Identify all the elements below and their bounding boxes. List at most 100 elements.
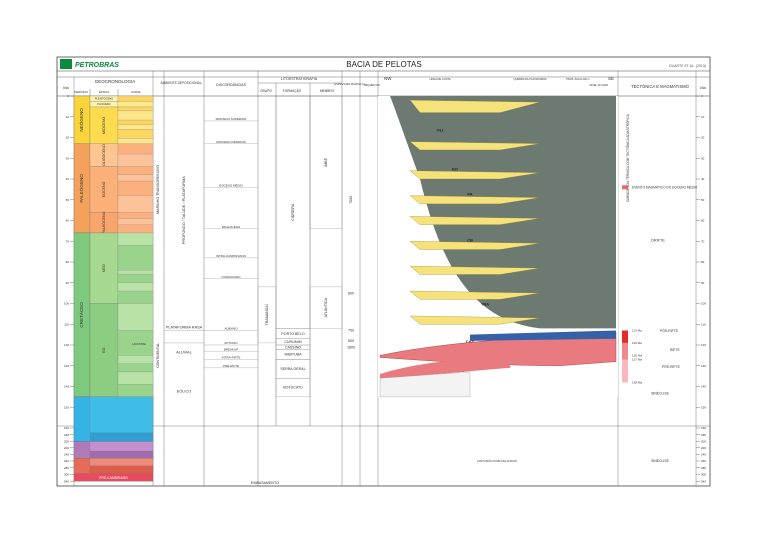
formacao-header: FORMAÇÃO: [283, 88, 302, 93]
section-label: CB: [467, 237, 473, 242]
ma-tick-label-left: 300: [64, 472, 69, 476]
ma-tick-label-right: 50: [701, 198, 705, 202]
ma-tick-label-right: 220: [701, 446, 706, 450]
periodo-header: PERÍODO: [74, 90, 89, 94]
age-band: [117, 124, 154, 130]
age-band: [117, 224, 154, 234]
post-rift-bar: [622, 330, 628, 343]
formation-box: [257, 286, 277, 344]
ma-tick-label-right: 150: [701, 405, 706, 409]
pre-cambrian-belt: CINTURÃO DOM FELICIANO: [477, 458, 518, 463]
discordance-label: INTRA-CAMPANIANO: [216, 254, 247, 258]
sand-tongue: [409, 216, 541, 225]
tectonic-label: DRIFTE: [651, 238, 665, 242]
age-band: [117, 355, 154, 364]
ma-tick-label-right: 40: [701, 177, 705, 181]
tectonic-label: SINÉCLISE: [651, 391, 669, 396]
ma-tick-label-right: 130: [701, 364, 706, 368]
ma-tick-label-left: 50: [66, 198, 70, 202]
ma-tick-label-left: 180: [64, 433, 69, 437]
ma-tick-label-left: 540: [64, 479, 69, 483]
membro-header: MEMBRO: [320, 89, 335, 93]
sand-tongue: [409, 265, 541, 275]
age-band: [117, 195, 154, 213]
age-band: [117, 274, 154, 283]
sand-tongue: [409, 290, 541, 300]
period-label: NEÓGENO: [78, 108, 84, 132]
formation-label: SERRA GERAL: [280, 367, 305, 371]
epoch-label: PLIOCENO: [97, 102, 110, 106]
age-band: [117, 303, 154, 331]
age-band: [117, 290, 154, 304]
botucatu: [379, 371, 471, 398]
authors: DUARTE ET AL. (2013): [669, 64, 706, 68]
ma-axes: 0 0 10 10 20 20 30 30 40 40 50 50 60 60 70 70 80 80 90 90 10…: [64, 94, 706, 483]
grupo-header: GRUPO: [260, 89, 272, 93]
formation-column: IMBÉ CIDREIRA TRAMANDAÍ ATLÂNTIDA PORTO BELO…: [257, 95, 343, 398]
rift-block: [379, 332, 617, 366]
period-label: CRETÁCEO: [78, 302, 84, 328]
discordance-label: ALBIANO: [224, 327, 238, 331]
tectonic-age: 125 Ma: [632, 353, 642, 357]
age-band: [117, 212, 154, 219]
thickness-value: 600: [348, 339, 354, 343]
discordancias-header: DISCORDÂNCIAS: [216, 83, 247, 87]
epoch-label: EOCENO: [102, 181, 106, 197]
chart-title: BACIA DE PELOTAS: [346, 60, 421, 69]
post-rift-strip: [470, 330, 616, 341]
epoch-band: [89, 106, 119, 144]
ma-tick-label-right: 90: [701, 281, 705, 285]
sand-tongue: [409, 170, 541, 180]
formation-label: CASSINO: [285, 345, 301, 349]
formation-label: CURUMIM: [284, 340, 301, 344]
epoch-label: EO: [102, 347, 106, 352]
discordance-label: PALEOCENO: [222, 225, 241, 229]
ma-tick-label-left: 30: [66, 156, 70, 160]
nw-label: NW: [384, 76, 392, 81]
tectonic-label: PÓS-RIFTE: [660, 328, 679, 333]
section-label: PA: [467, 192, 472, 197]
age-band: [117, 330, 154, 356]
ma-tick-label-left: 240: [64, 453, 69, 457]
age-band-lower: [89, 441, 154, 452]
age-band: [117, 282, 154, 292]
epoch-band: [89, 166, 119, 213]
formation-box: [309, 286, 343, 329]
quebra-plataforma-label: QUEBRA DA PLATAFORMA: [514, 77, 547, 81]
prof-agua-label: PROF. ÁGUA 200 m: [566, 77, 590, 81]
age-band: [117, 110, 154, 121]
env-label: LACUSTRE: [132, 342, 146, 346]
epoch-label: PLEISTOCENO: [95, 97, 113, 101]
ma-tick-label-right: 20: [701, 136, 705, 140]
petrobras-logo-icon: [60, 59, 72, 69]
epoch-band: [89, 303, 119, 398]
serra-geral: [380, 359, 510, 379]
discordance-label: INTRA-RIFTE: [222, 356, 241, 360]
period-label: PALEÓGENO: [78, 174, 84, 203]
epoch-label: PALEOCENO: [102, 211, 106, 233]
ma-tick-label-right: 70: [701, 239, 705, 243]
tectonic-age: 119 Ma: [632, 341, 642, 345]
pre-cambrian-label: PRÉ-CAMBRIANO: [100, 480, 126, 485]
ma-tick-label-right: 100: [701, 302, 706, 306]
age-band: [117, 174, 154, 182]
age-band: [117, 270, 154, 275]
tectonics-column: SUBSIDÊNCIA TÉRMICA COM TECTÔNICA ADIAST…: [622, 113, 698, 463]
discordance-label: CONIACIANO: [221, 275, 241, 279]
ma-tick-label-right: 120: [701, 343, 706, 347]
ma-tick-label-left: 60: [66, 219, 70, 223]
ma-tick-label-left: 0: [67, 94, 69, 98]
age-band: [117, 106, 154, 112]
rift-bar: [622, 342, 628, 360]
discordance-label: MIOCENO INFERIOR: [216, 140, 246, 144]
age-band: [117, 218, 154, 225]
ma-header-left: Ma: [63, 85, 69, 90]
age-band: [117, 232, 154, 246]
discordance-label: EOCENO MÉDIO: [219, 183, 243, 188]
discordance-label: MIOCENO SUPERIOR: [216, 117, 248, 121]
se-label: SE: [608, 76, 614, 81]
age-band: [117, 363, 154, 373]
epoch-band: [89, 232, 119, 304]
basement-label: EMBASAMENTO: [251, 481, 279, 485]
